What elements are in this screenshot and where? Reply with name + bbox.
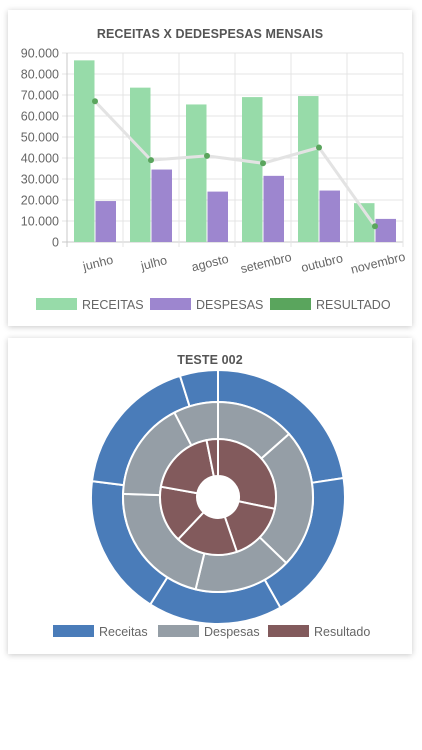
bar-despesas bbox=[375, 218, 396, 242]
doughnut-slice-resultado bbox=[217, 437, 277, 511]
legend-label: RESULTADO bbox=[316, 298, 391, 312]
x-tick-label: outubro bbox=[300, 251, 345, 275]
point-resultado bbox=[372, 223, 378, 230]
legend-swatch bbox=[158, 625, 199, 637]
bar-despesas bbox=[319, 190, 340, 242]
legend-swatch bbox=[270, 298, 311, 310]
point-resultado bbox=[92, 98, 98, 105]
y-tick-label: 90.000 bbox=[21, 47, 59, 61]
bar-receitas bbox=[74, 60, 95, 242]
y-tick-label: 70.000 bbox=[21, 89, 59, 103]
line-resultado bbox=[93, 100, 377, 228]
x-tick-label: julho bbox=[139, 253, 169, 273]
bar-chart: 0 10.000 20.000 30.000 40.000 50.000 60.000 70.… bbox=[21, 47, 407, 313]
bar-chart-title: RECEITAS X DEDESPESAS MENSAIS bbox=[96, 27, 324, 41]
legend-swatch bbox=[53, 625, 94, 637]
legend-swatch bbox=[36, 298, 77, 310]
point-resultado bbox=[260, 160, 266, 167]
x-tick-label: setembro bbox=[239, 250, 293, 276]
legend-label: Receitas bbox=[99, 625, 148, 639]
bar-chart-card: RECEITAS X DEDESPESAS MENSAIS 0 10.000 20.… bbox=[8, 10, 412, 326]
y-tick-label: 40.000 bbox=[21, 152, 59, 166]
y-tick-label: 10.000 bbox=[21, 215, 59, 229]
y-tick-label: 50.000 bbox=[21, 131, 59, 145]
y-tick-label: 60.000 bbox=[21, 110, 59, 124]
bar-receitas bbox=[242, 97, 263, 242]
point-resultado bbox=[148, 157, 154, 164]
doughnut-chart-card: TESTE 002 Receitas Despesas Resultado bbox=[8, 338, 412, 654]
legend-label: Resultado bbox=[314, 625, 370, 639]
y-tick-label: 0 bbox=[52, 236, 59, 250]
point-resultado bbox=[316, 144, 322, 151]
point-resultado bbox=[204, 152, 210, 159]
bar-receitas bbox=[298, 96, 319, 242]
doughnut-chart-title: TESTE 002 bbox=[177, 353, 243, 367]
x-tick-label: agosto bbox=[190, 252, 230, 275]
y-tick-label: 80.000 bbox=[21, 68, 59, 82]
x-tick-label: junho bbox=[81, 253, 115, 274]
legend-label: Despesas bbox=[204, 625, 260, 639]
x-tick-label: novembro bbox=[349, 250, 406, 277]
doughnut-slice-resultado bbox=[205, 437, 219, 478]
legend-swatch bbox=[150, 298, 191, 310]
bar-despesas bbox=[263, 175, 284, 242]
legend-swatch bbox=[268, 625, 309, 637]
bar-despesas bbox=[151, 169, 172, 242]
doughnut-chart: Receitas Despesas Resultado bbox=[53, 368, 370, 639]
y-tick-label: 20.000 bbox=[21, 194, 59, 208]
bar-despesas bbox=[95, 201, 116, 242]
bar-despesas bbox=[207, 191, 228, 242]
bar-receitas bbox=[186, 104, 207, 242]
legend-label: RECEITAS bbox=[82, 298, 144, 312]
legend-label: DESPESAS bbox=[196, 298, 263, 312]
bar-receitas bbox=[130, 87, 151, 243]
y-tick-label: 30.000 bbox=[21, 173, 59, 187]
bar-receitas bbox=[354, 203, 375, 242]
